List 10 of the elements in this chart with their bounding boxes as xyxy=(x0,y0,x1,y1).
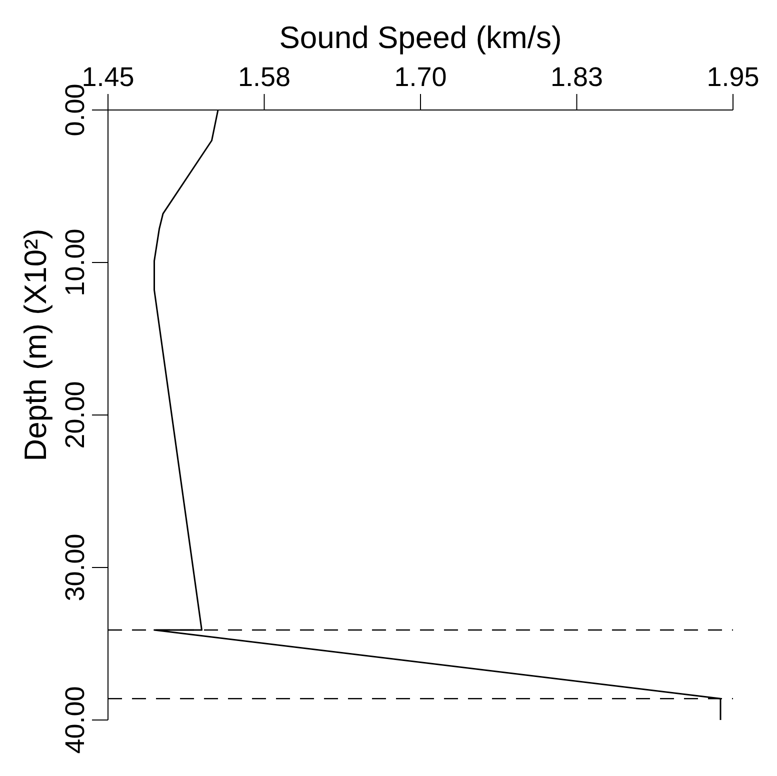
x-tick-label: 1.58 xyxy=(238,62,291,92)
y-tick-label: 10.00 xyxy=(60,228,90,296)
x-tick-label: 1.83 xyxy=(550,62,604,92)
y-tick-label: 20.00 xyxy=(60,381,90,449)
y-axis-title: Depth (m) (X10²) xyxy=(18,228,53,462)
x-tick-label: 1.70 xyxy=(394,62,447,92)
x-axis-title: Sound Speed (km/s) xyxy=(279,20,562,55)
x-tick-label: 1.95 xyxy=(706,62,760,92)
y-tick-label: 40.00 xyxy=(60,686,90,754)
y-tick-label: 30.00 xyxy=(60,534,90,602)
